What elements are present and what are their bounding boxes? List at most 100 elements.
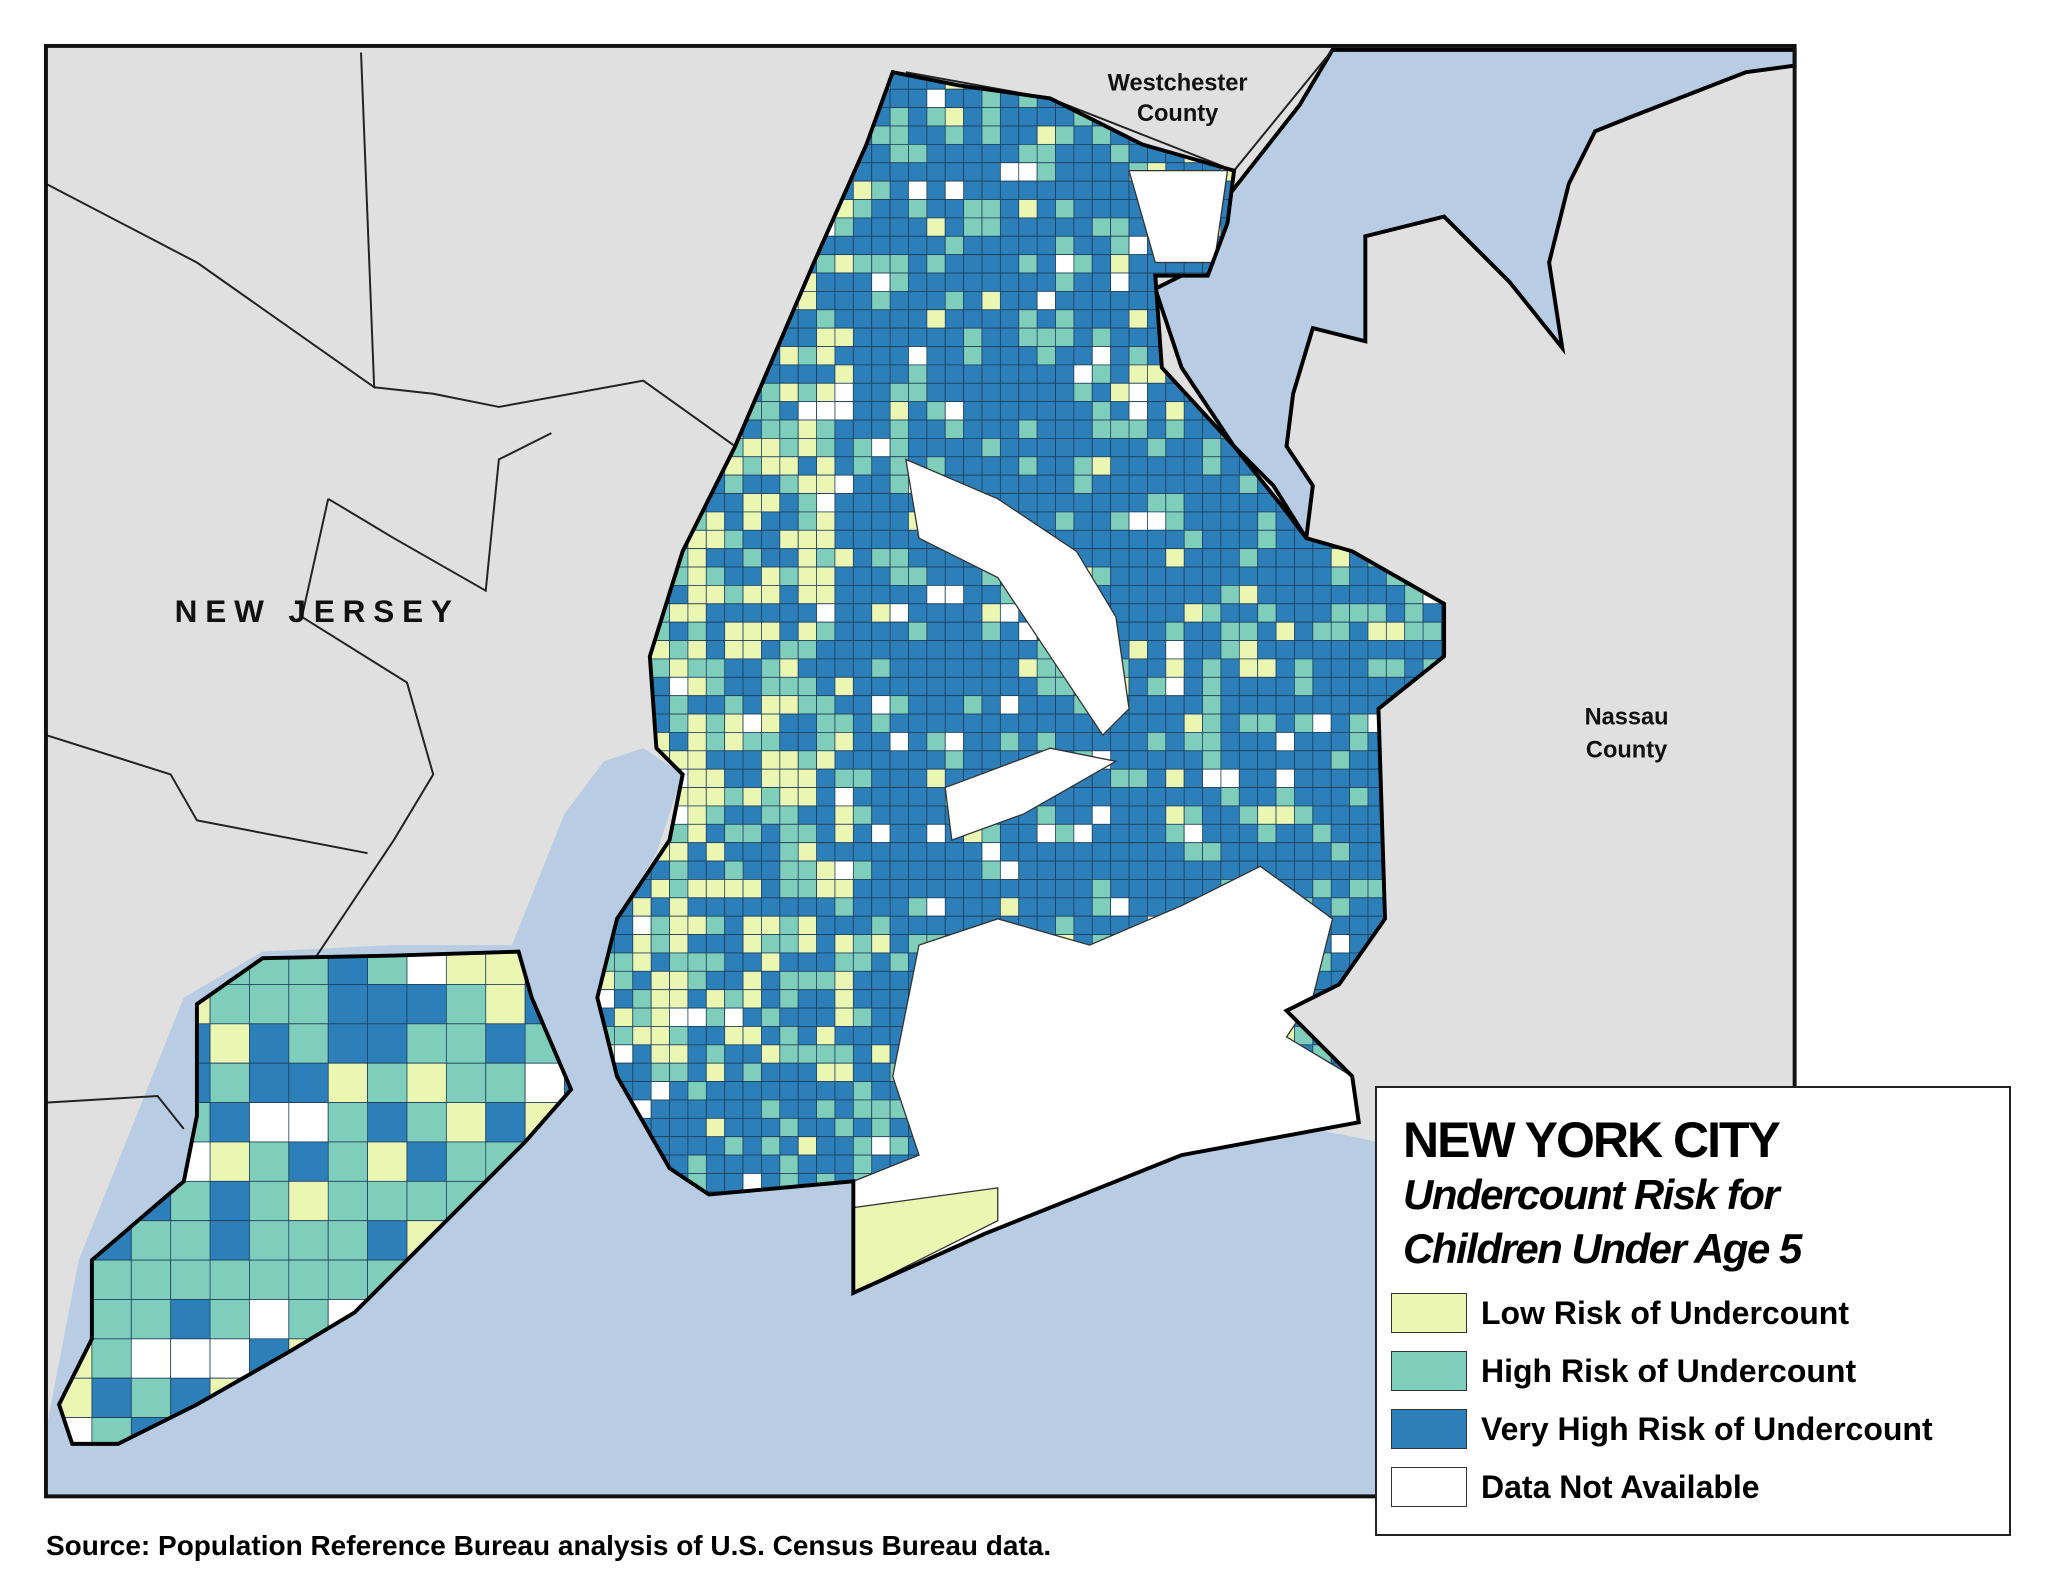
census-tract: [981, 897, 1001, 917]
census-tract: [1165, 750, 1185, 770]
census-tract: [1367, 603, 1387, 623]
census-tract: [1183, 676, 1203, 697]
census-tract: [445, 1102, 487, 1143]
census-tract: [779, 695, 799, 715]
census-tract: [724, 1173, 744, 1193]
census-tract: [834, 897, 854, 917]
census-tract: [889, 1117, 909, 1138]
census-tract: [816, 438, 836, 458]
census-tract: [1275, 695, 1295, 715]
census-tract: [963, 419, 983, 439]
census-tract: [1294, 805, 1314, 825]
census-tract: [1036, 382, 1056, 403]
census-tract: [871, 566, 891, 586]
census-tract: [963, 879, 983, 899]
census-tract: [999, 107, 1020, 127]
census-tract: [1110, 879, 1130, 899]
census-tract: [1055, 199, 1075, 219]
census-tract: [963, 713, 983, 733]
census-tract: [1275, 713, 1295, 733]
census-tract: [742, 1099, 762, 1119]
census-tract: [742, 566, 762, 586]
census-tract: [406, 1102, 447, 1143]
census-tract: [926, 732, 946, 752]
census-tract: [889, 952, 909, 972]
swatch-high: [1391, 1351, 1467, 1391]
census-tract: [1055, 732, 1075, 752]
census-tract: [1073, 199, 1093, 219]
census-tract: [1055, 474, 1075, 494]
census-tract: [367, 984, 408, 1025]
census-tract: [797, 327, 817, 347]
census-tract: [908, 254, 928, 274]
census-tract: [889, 823, 909, 844]
census-tract: [1183, 621, 1203, 641]
census-tract: [1238, 640, 1259, 660]
census-tract: [742, 1062, 762, 1082]
census-tract: [871, 1026, 891, 1046]
census-tract: [889, 364, 909, 384]
census-tract: [779, 621, 799, 641]
census-tract: [1091, 787, 1112, 807]
census-tract: [1036, 438, 1056, 458]
census-tract: [724, 511, 744, 531]
census-tract: [724, 805, 744, 825]
census-tract: [852, 879, 873, 899]
census-tract: [1110, 897, 1130, 917]
census-tract: [406, 1180, 447, 1222]
census-tract: [999, 676, 1020, 697]
census-tract: [288, 1023, 329, 1064]
census-tract: [889, 842, 909, 862]
census-tract: [1018, 346, 1038, 366]
census-tract: [1036, 346, 1056, 366]
census-tract: [1073, 419, 1093, 439]
census-tract: [779, 585, 799, 605]
census-tract: [687, 989, 707, 1009]
census-tract: [1367, 676, 1387, 697]
census-tract: [327, 1180, 368, 1222]
census-tract: [944, 732, 965, 752]
census-tract: [705, 1154, 726, 1174]
census-tract: [871, 125, 891, 145]
census-tract: [1091, 217, 1112, 237]
census-tract: [1055, 309, 1075, 329]
census-tract: [1018, 419, 1038, 439]
census-tract: [1110, 143, 1130, 164]
legend-label: Very High Risk of Undercount: [1481, 1410, 1933, 1447]
census-tract: [1018, 695, 1038, 715]
census-tract: [1367, 621, 1387, 641]
label-nassau: Nassau: [1585, 705, 1669, 731]
census-tract: [981, 603, 1001, 623]
census-tract: [1275, 805, 1295, 825]
census-tract: [981, 291, 1001, 311]
census-tract: [761, 787, 781, 807]
census-tract: [209, 1299, 250, 1340]
census-tract: [650, 658, 670, 678]
census-tract: [705, 713, 726, 733]
census-tract: [889, 621, 909, 641]
bay-ocean-water: [45, 748, 1795, 1497]
census-tract: [1165, 823, 1185, 844]
census-tract: [1349, 732, 1369, 752]
census-tract: [816, 695, 836, 715]
census-tract: [1091, 364, 1112, 384]
census-tract: [761, 1081, 781, 1101]
census-tract: [926, 603, 946, 623]
census-tract: [963, 382, 983, 403]
census-tract: [816, 805, 836, 825]
census-tract: [816, 621, 836, 641]
census-tract: [669, 1136, 689, 1156]
census-tract: [1220, 493, 1240, 513]
census-tract: [1202, 713, 1222, 733]
census-tract: [1036, 401, 1056, 421]
census-tract: [852, 676, 873, 697]
census-tract: [249, 1299, 290, 1340]
census-tract: [779, 989, 799, 1009]
census-tract: [816, 640, 836, 660]
census-tract: [834, 438, 854, 458]
census-tract: [1110, 438, 1130, 458]
census-tract: [908, 860, 928, 880]
census-tract: [908, 401, 928, 421]
census-tract: [834, 768, 854, 788]
census-tract: [742, 732, 762, 752]
